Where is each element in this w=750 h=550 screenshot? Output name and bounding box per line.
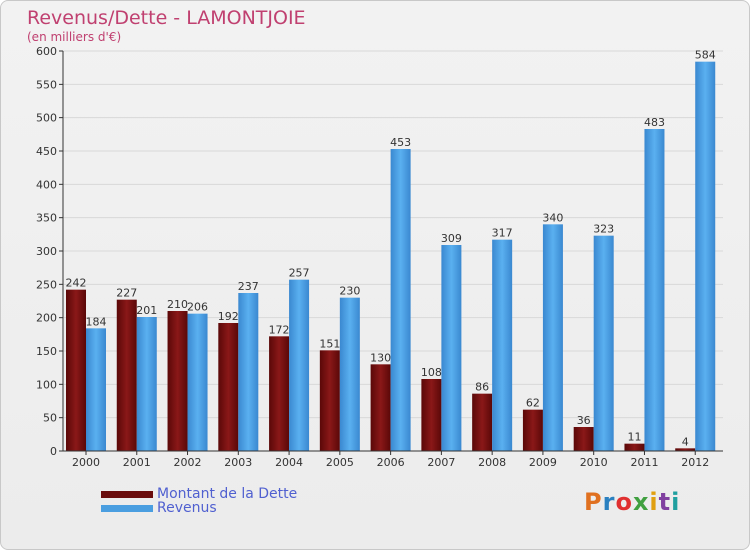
y-tick-label: 50: [43, 412, 57, 425]
bar-revenus: [441, 245, 462, 451]
x-tick-label: 2009: [529, 456, 557, 469]
bar-revenus: [86, 328, 106, 451]
x-tick-label: 2001: [123, 456, 151, 469]
bar-revenus: [390, 149, 411, 451]
y-tick-label: 100: [36, 378, 57, 391]
logo-letter: x: [632, 488, 650, 516]
x-tick-label: 2012: [681, 456, 709, 469]
bar-revenus: [187, 313, 208, 451]
bar-revenus: [289, 279, 310, 451]
bar-debt: [116, 299, 137, 451]
y-tick-label: 450: [36, 145, 57, 158]
data-label-revenus: 230: [339, 285, 360, 298]
data-label-debt: 242: [66, 277, 87, 290]
data-label-debt: 151: [319, 337, 340, 350]
x-tick-label: 2006: [377, 456, 405, 469]
legend: Montant de la Dette Revenus: [101, 486, 298, 516]
data-label-revenus: 257: [289, 267, 310, 280]
logo-letter: i: [649, 488, 659, 516]
x-tick-label: 2003: [224, 456, 252, 469]
x-tick-label: 2008: [478, 456, 506, 469]
logo-letter: r: [602, 488, 616, 516]
bar-revenus: [238, 293, 259, 451]
logo-letter: t: [658, 488, 672, 516]
bar-debt: [573, 427, 594, 451]
bar-debt: [624, 443, 645, 451]
data-label-debt: 172: [269, 323, 290, 336]
data-label-debt: 108: [421, 366, 442, 379]
data-label-debt: 62: [526, 397, 540, 410]
y-tick-label: 300: [36, 245, 57, 258]
y-tick-label: 0: [50, 445, 57, 458]
y-tick-label: 600: [36, 45, 57, 58]
bar-revenus: [136, 317, 157, 451]
data-label-revenus: 309: [441, 232, 462, 245]
legend-swatch-debt: [101, 490, 153, 498]
y-tick-label: 250: [36, 278, 57, 291]
legend-swatch-revenus: [101, 504, 153, 512]
legend-item-revenus: Revenus: [101, 500, 297, 516]
data-label-revenus: 340: [542, 211, 563, 224]
bar-revenus: [542, 224, 563, 451]
bar-debt: [522, 409, 543, 451]
y-tick-label: 400: [36, 178, 57, 191]
data-label-revenus: 237: [238, 280, 259, 293]
data-label-debt: 227: [116, 287, 137, 300]
bar-debt: [472, 393, 493, 451]
data-label-revenus: 184: [86, 315, 107, 328]
logo-letter: i: [671, 488, 681, 516]
data-label-debt: 36: [577, 414, 591, 427]
bar-debt: [319, 350, 340, 451]
data-label-revenus: 201: [136, 304, 157, 317]
chart-title: Revenus/Dette - LAMONTJOIE: [27, 7, 306, 29]
logo-letter: P: [584, 488, 603, 516]
bars-group: 242 184 227 201 210 206 192 237 172 257 151 230 130 4…: [66, 49, 716, 452]
x-tick-label: 2005: [326, 456, 354, 469]
y-tick-label: 200: [36, 312, 57, 325]
data-label-debt: 11: [627, 431, 641, 444]
y-tick-label: 350: [36, 212, 57, 225]
bar-debt: [421, 379, 442, 451]
x-tick-label: 2004: [275, 456, 303, 469]
bar-debt: [218, 323, 239, 451]
x-tick-label: 2002: [174, 456, 202, 469]
x-tick-label: 2007: [427, 456, 455, 469]
data-label-debt: 86: [475, 381, 489, 394]
chart-subtitle: (en milliers d'€): [27, 30, 122, 44]
data-label-revenus: 206: [187, 301, 208, 314]
bar-debt: [167, 311, 188, 451]
logo-letter: o: [615, 488, 633, 516]
data-label-revenus: 584: [695, 49, 716, 62]
bar-revenus: [644, 129, 665, 451]
proxiti-logo: Proxiti: [584, 488, 680, 516]
data-label-revenus: 453: [390, 136, 411, 149]
data-label-debt: 210: [167, 298, 188, 311]
legend-label-debt: Montant de la Dette: [157, 486, 298, 502]
legend-item-debt: Montant de la Dette: [101, 486, 298, 502]
x-tick-label: 2010: [580, 456, 608, 469]
x-tick-label: 2000: [72, 456, 100, 469]
data-label-debt: 130: [370, 351, 391, 364]
bar-debt: [66, 289, 86, 451]
data-label-revenus: 323: [593, 223, 614, 236]
data-label-debt: 4: [682, 435, 689, 448]
bar-revenus: [593, 235, 614, 451]
y-tick-label: 150: [36, 345, 57, 358]
bar-debt: [269, 336, 290, 451]
legend-label-revenus: Revenus: [157, 500, 217, 516]
bar-revenus: [339, 297, 360, 451]
bar-revenus: [492, 239, 513, 451]
data-label-revenus: 317: [492, 227, 513, 240]
bar-revenus: [695, 61, 716, 452]
x-tick-label: 2011: [630, 456, 658, 469]
data-label-revenus: 483: [644, 116, 665, 129]
y-tick-label: 500: [36, 112, 57, 125]
data-label-debt: 192: [218, 310, 239, 323]
bar-debt: [370, 364, 391, 451]
bar-debt: [675, 448, 696, 451]
y-tick-label: 550: [36, 78, 57, 91]
axes: 0 50 100 150 200 250 300 350 400 450 500 550 600 2000…: [36, 45, 723, 469]
